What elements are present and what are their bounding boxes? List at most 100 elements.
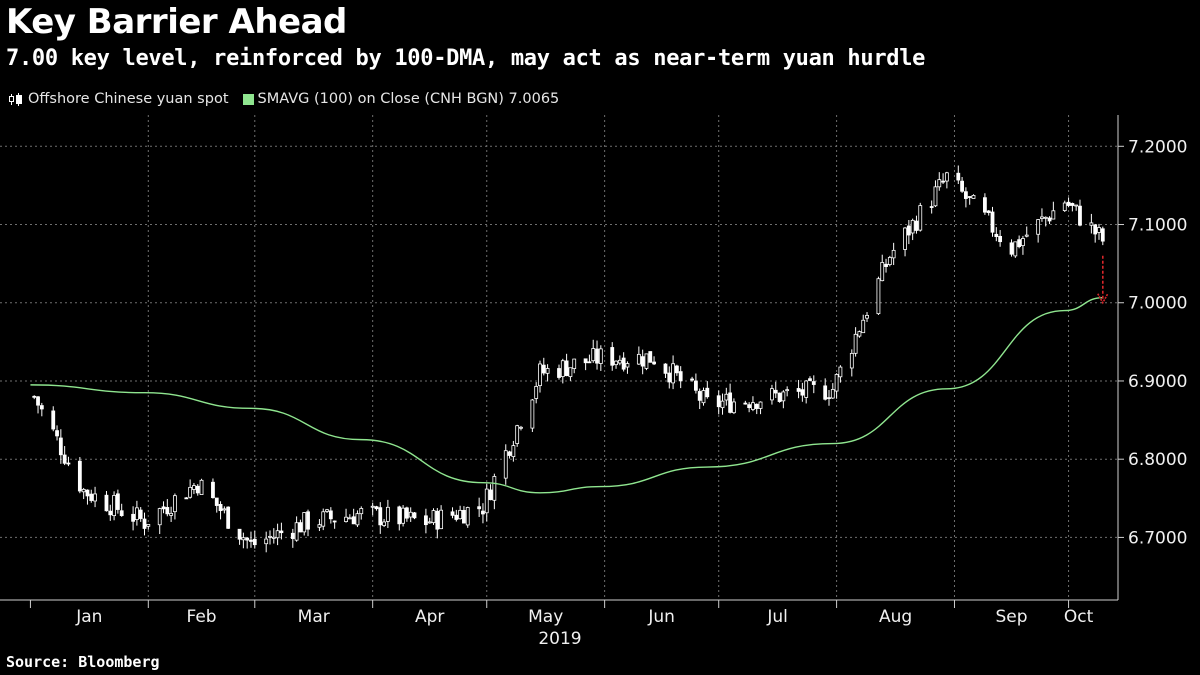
x-tick-label: Oct xyxy=(1064,607,1094,627)
candle-body xyxy=(773,389,778,394)
candle-body xyxy=(690,378,694,381)
legend-label-sma: SMAVG (100) on Close (CNH BGN) 7.0065 xyxy=(257,91,560,107)
candle-body xyxy=(382,521,386,526)
candle-body xyxy=(275,530,280,539)
candle-body xyxy=(595,348,599,364)
x-axis-year-label: 2019 xyxy=(538,629,581,649)
candle-body xyxy=(903,227,907,250)
candle-body xyxy=(770,388,774,401)
candle-body xyxy=(849,352,854,369)
candle-body xyxy=(108,510,113,516)
candle-body xyxy=(777,392,782,402)
candle-body xyxy=(1066,201,1071,206)
candle-body xyxy=(834,374,839,392)
candle-body xyxy=(465,507,470,526)
x-tick-label: Feb xyxy=(186,607,216,627)
candle-body xyxy=(450,511,455,516)
arrow-head xyxy=(1097,293,1109,305)
candle-body xyxy=(142,518,147,529)
candle-body xyxy=(701,390,706,404)
candle-body xyxy=(804,380,809,398)
candle-body xyxy=(294,522,299,541)
candle-body xyxy=(317,524,322,528)
candle-body xyxy=(347,517,352,520)
x-axis-ticks: Jan Feb Mar Apr May Jun Jul Aug Sep Oct xyxy=(29,600,1094,627)
x-tick-label: May xyxy=(528,607,563,627)
candle-body xyxy=(754,403,759,409)
candle-body xyxy=(226,506,231,529)
candle-body xyxy=(302,512,307,533)
candle-body xyxy=(36,396,40,406)
candle-body xyxy=(424,515,428,526)
candle-body xyxy=(237,528,242,540)
candle-body xyxy=(146,524,151,527)
source-note: Source: Bloomberg xyxy=(6,653,160,671)
chart-title: Key Barrier Ahead xyxy=(6,2,347,42)
candle-body xyxy=(344,516,348,522)
candle-body xyxy=(545,368,550,374)
candle-body xyxy=(58,437,63,456)
candle-body xyxy=(321,511,326,527)
candle-body xyxy=(720,400,725,409)
candle-body xyxy=(89,493,94,501)
candle-body xyxy=(32,395,37,398)
candle-body xyxy=(705,387,710,398)
candle-body xyxy=(1100,228,1105,242)
candle-body xyxy=(427,521,432,524)
candle-body xyxy=(484,488,489,514)
candlestick-icon xyxy=(8,92,26,106)
candle-body xyxy=(173,495,177,513)
x-tick-label: Jan xyxy=(75,607,102,627)
candle-body xyxy=(865,314,869,319)
candle-body xyxy=(983,197,987,213)
candle-body xyxy=(408,511,413,518)
candle-body xyxy=(412,512,417,519)
candle-body xyxy=(404,507,409,519)
candle-body xyxy=(1017,239,1022,248)
x-tick-label: Apr xyxy=(415,607,444,627)
candle-body xyxy=(617,359,622,364)
y-tick-label: 6.9000 xyxy=(1128,372,1187,392)
candle-body xyxy=(751,402,755,410)
candle-body xyxy=(956,172,961,181)
candle-body xyxy=(298,522,303,533)
candle-body xyxy=(165,507,170,515)
candle-body xyxy=(636,353,641,365)
candle-body xyxy=(192,485,196,490)
candle-body xyxy=(800,389,805,396)
candle-body xyxy=(481,510,485,515)
candle-body xyxy=(1021,238,1025,246)
candle-body xyxy=(328,510,333,520)
candle-body xyxy=(249,539,253,542)
candle-body xyxy=(716,395,721,408)
candle-body xyxy=(644,353,649,369)
candle-body xyxy=(785,389,790,392)
candle-body xyxy=(960,180,964,192)
x-tick-label: Aug xyxy=(879,607,912,627)
candle-body xyxy=(271,536,276,539)
candle-body xyxy=(732,401,736,414)
candle-body xyxy=(241,537,246,541)
candle-body xyxy=(990,211,995,233)
x-tick-label: Jul xyxy=(766,607,788,627)
candle-body xyxy=(998,235,1003,243)
candle-body xyxy=(1013,241,1018,257)
candle-body xyxy=(963,191,968,199)
candle-body xyxy=(929,206,934,208)
candle-body xyxy=(515,425,520,444)
candle-body xyxy=(351,516,356,525)
candle-body xyxy=(488,489,493,501)
candle-body xyxy=(268,535,272,538)
candle-body xyxy=(1070,203,1075,206)
grid xyxy=(0,115,1118,600)
candle-body xyxy=(492,476,497,501)
candle-body xyxy=(625,363,630,368)
candle-body xyxy=(648,351,653,363)
candle-body xyxy=(184,497,189,500)
y-tick-label: 7.2000 xyxy=(1128,137,1187,157)
candle-body xyxy=(693,380,698,391)
candle-body xyxy=(325,509,329,512)
candle-body xyxy=(359,508,364,515)
candle-body xyxy=(572,358,577,369)
candlestick-series xyxy=(32,165,1105,553)
